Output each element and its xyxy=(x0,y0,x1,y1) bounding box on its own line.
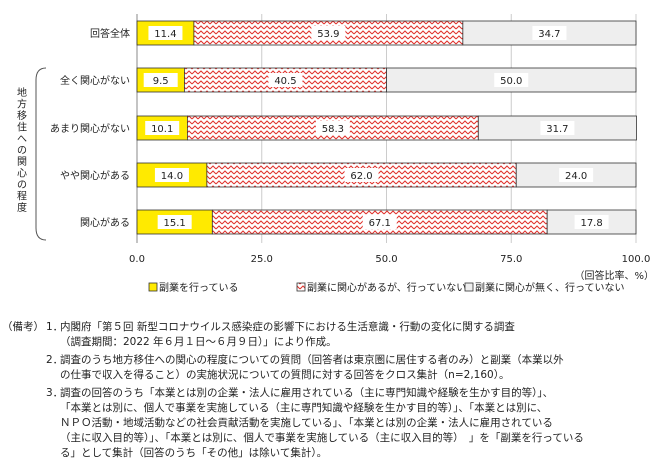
x-tick-label: 100.0 xyxy=(622,254,651,265)
note-3-line-4: （主に収入目的等）」、「本業とは別に、個人で事業を実施している（主に収入目的等）… xyxy=(60,432,584,444)
legend-swatch xyxy=(296,282,306,292)
x-tick-label: 0.0 xyxy=(129,254,145,265)
data-label: 58.3 xyxy=(322,124,344,135)
category-label: やや関心がある xyxy=(60,169,130,182)
stacked-bar-chart: 0.0 25.0 50.0 75.0 100.0 （回答比率、%） 11.4 53.9 34.… xyxy=(17,14,654,294)
x-tick-label: 25.0 xyxy=(251,254,273,265)
group-label-char: の xyxy=(17,146,27,157)
note-1: 1． 内閣府「第５回 新型コロナウイルス感染症の影響下における生活意識・行動の変… xyxy=(46,320,660,350)
x-unit-label: （回答比率、%） xyxy=(574,269,654,282)
group-label-char: 地 xyxy=(17,86,27,99)
data-label: 40.5 xyxy=(274,76,296,87)
note-1-line-1: 内閣府「第５回 新型コロナウイルス感染症の影響下における生活意識・行動の変化に関… xyxy=(60,321,515,333)
data-label: 17.8 xyxy=(580,218,602,229)
data-label: 9.5 xyxy=(153,76,169,87)
data-label: 67.1 xyxy=(369,218,391,229)
data-label-bg xyxy=(148,26,183,40)
data-label-bg xyxy=(559,168,594,182)
data-label-bg xyxy=(540,121,575,135)
legend-swatch xyxy=(464,282,474,292)
note-3-line-2: 「本業とは別に、個人で事業を実施している（主に専門知識や経験を生かす目的等）」、… xyxy=(60,402,548,414)
data-label-bg xyxy=(315,121,350,135)
data-label: 50.0 xyxy=(500,76,522,87)
gridlines: 0.0 25.0 50.0 75.0 100.0 （回答比率、%） xyxy=(129,14,654,282)
group-label-char: の xyxy=(17,180,27,191)
data-label: 31.7 xyxy=(546,124,568,135)
data-label: 53.9 xyxy=(317,29,339,40)
legend: 副業を行っている 副業に関心があるが、行っていない 副業に関心が無く、行っていない xyxy=(148,281,625,294)
data-label-bg xyxy=(344,168,379,182)
x-tick-label: 50.0 xyxy=(375,254,397,265)
labels: 11.4 53.9 34.7 回答全体 9.5 40.5 50.0 全く関心がない 10.1 58… xyxy=(17,26,609,241)
note-2-number: 2． xyxy=(46,354,64,366)
category-label: 回答全体 xyxy=(90,27,130,40)
data-label-bg xyxy=(362,215,397,229)
data-label-bg xyxy=(494,73,529,87)
group-label-char: へ xyxy=(17,134,27,145)
data-label: 15.1 xyxy=(164,218,186,229)
note-2-line-2: の仕事で収入を得ること）の実施状況についての質問に対する回答をクロス集計（n=2… xyxy=(60,369,510,381)
data-label: 24.0 xyxy=(565,171,587,182)
note-2-line-1: 調査のうち地方移住への関心の程度についての質問（回答者は東京圏に居住する者のみ）… xyxy=(60,354,564,366)
group-label-char: 心 xyxy=(17,168,27,180)
group-label-char: 方 xyxy=(17,98,27,111)
data-label-bg xyxy=(145,121,180,135)
note-3-number: 3． xyxy=(46,387,64,399)
data-label-bg xyxy=(157,215,192,229)
group-label-char: 度 xyxy=(17,201,27,214)
category-label: 全く関心がない xyxy=(60,74,130,87)
data-label-bg xyxy=(154,168,189,182)
notes-header: （備考） xyxy=(2,321,44,333)
data-label-bg xyxy=(143,73,178,87)
data-label-bg xyxy=(311,26,346,40)
bar-segment xyxy=(136,20,195,46)
legend-label: 副業に関心が無く、行っていない xyxy=(475,281,625,294)
data-label: 62.0 xyxy=(350,171,372,182)
note-3-line-5: る」として集計（回答のうち「その他」は除いて集計）。 xyxy=(60,447,328,459)
data-label-bg xyxy=(574,215,609,229)
group-label-char: 移 xyxy=(17,109,27,122)
data-label-bg xyxy=(268,73,303,87)
data-label: 10.1 xyxy=(151,124,173,135)
bar-segment xyxy=(515,162,637,188)
data-label: 14.0 xyxy=(161,171,183,182)
legend-swatch xyxy=(148,282,158,292)
group-bracket xyxy=(35,67,47,241)
note-3: 3． 調査の回答のうち「本業とは別の企業・法人に雇用されている（主に専門知識や経… xyxy=(46,386,660,461)
note-3-line-3: ＮＰＯ活動・地域活動などの社会貢献活動を実施している」、「本業とは別の企業・法人… xyxy=(60,417,553,429)
data-label: 34.7 xyxy=(538,29,560,40)
note-2: 2． 調査のうち地方移住への関心の程度についての質問（回答者は東京圏に居住する者… xyxy=(46,353,660,383)
x-tick-label: 75.0 xyxy=(500,254,522,265)
category-label: あまり関心がない xyxy=(50,122,130,135)
note-1-line-2: （調査期間：2022 年６月１日～６月９日）」により作成。 xyxy=(60,336,337,348)
group-label-char: 程 xyxy=(17,191,27,203)
category-label: 関心がある xyxy=(80,216,130,229)
legend-label: 副業を行っている xyxy=(159,281,239,294)
data-label: 11.4 xyxy=(154,29,176,40)
data-label-bg xyxy=(532,26,567,40)
note-3-line-1: 調査の回答のうち「本業とは別の企業・法人に雇用されている（主に専門知識や経験を生… xyxy=(60,387,554,399)
group-label-char: 関 xyxy=(17,156,27,168)
group-label-char: 住 xyxy=(17,121,27,134)
legend-label: 副業に関心があるが、行っていない xyxy=(307,281,466,294)
note-1-number: 1． xyxy=(46,321,64,333)
